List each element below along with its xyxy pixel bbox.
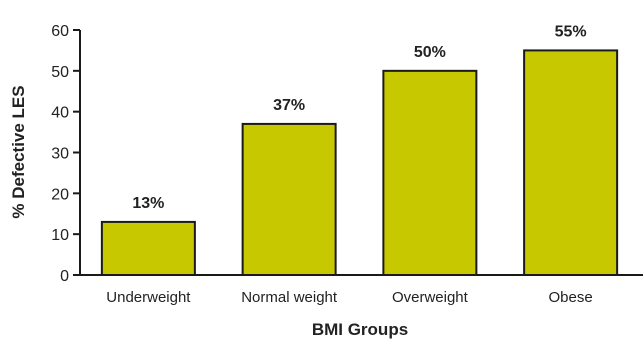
y-axis: 0 10 20 30 40 50 60 [51, 23, 81, 285]
data-label: 37% [273, 97, 305, 114]
bar-overweight [382, 69, 478, 277]
y-tick-label: 0 [60, 268, 69, 285]
x-tick-label: Overweight [392, 289, 469, 306]
y-tick-label: 40 [51, 105, 69, 122]
x-axis: Underweight Normal weight Overweight Obese [80, 274, 643, 306]
x-tick-label: Normal weight [241, 289, 338, 306]
x-axis-title: BMI Groups [312, 320, 408, 339]
y-tick-label: 50 [51, 64, 69, 81]
data-label: 55% [555, 23, 587, 40]
y-axis-title: % Defective LES [9, 85, 28, 218]
bar-normal-weight [241, 122, 337, 276]
bars: 13% 37% 50% 55% [100, 23, 619, 277]
data-label: 13% [132, 195, 164, 212]
bar-obese [523, 49, 619, 276]
y-tick-label: 60 [51, 23, 69, 40]
data-label: 50% [414, 44, 446, 61]
x-tick-label: Underweight [106, 289, 191, 306]
y-tick-label: 10 [51, 227, 69, 244]
y-tick-label: 30 [51, 146, 69, 163]
x-tick-label: Obese [549, 289, 593, 306]
y-tick-label: 20 [51, 186, 69, 203]
bar-underweight [100, 220, 196, 277]
